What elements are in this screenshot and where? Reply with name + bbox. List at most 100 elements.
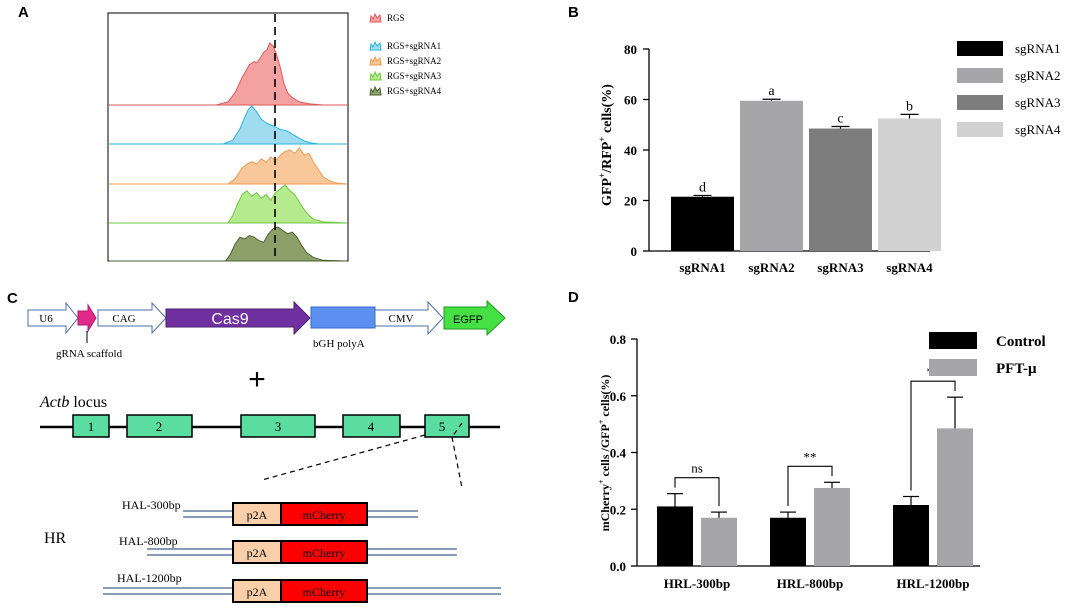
exon-box <box>126 414 193 438</box>
legend-swatch-rgs-sgrna4 <box>369 85 382 96</box>
cas9-gene-arrow <box>165 300 311 336</box>
bgh-polya-box <box>310 306 376 329</box>
hr-donors: HR HAL-300bp p2A mCherry HAL-800bp p2A m… <box>44 498 501 603</box>
chart-b-xtick-label: sgRNA3 <box>817 260 864 275</box>
histogram-rgs <box>109 42 347 106</box>
grna-scaffold-arrow <box>77 303 97 333</box>
egfp-gene-arrow <box>443 299 506 337</box>
panel-b-letter: B <box>568 4 579 21</box>
exon-box <box>424 414 470 438</box>
grna-scaffold-label: gRNA scaffold <box>56 348 123 360</box>
chart-b-ytick-label: 80 <box>624 42 637 57</box>
exon-box <box>72 414 110 438</box>
chart-b-yticks: 0 20 40 60 80 <box>624 42 637 259</box>
panel-b: B GFP+/RFP+ cells(%) 0 20 40 60 80 sgRNA… <box>568 4 1061 275</box>
chart-d-legend-swatch <box>929 359 977 376</box>
chart-d-yticks: 0.0 0.2 0.4 0.6 0.8 <box>610 332 627 574</box>
chart-d-sig-label: ns <box>691 461 703 476</box>
mcherry-label: mCherry <box>303 508 346 522</box>
donor-name: HAL-1200bp <box>117 571 182 585</box>
mcherry-label: mCherry <box>303 546 346 560</box>
exon-label: 3 <box>275 419 282 434</box>
chart-b-sig-letter: d <box>699 180 706 195</box>
panel-a: A RGS RGS+sgRNA1 RGS+sgRNA2 RGS+sgRNA3 <box>18 4 442 262</box>
bar-sgrna3 <box>809 128 872 251</box>
legend-swatch-rgs-sgrna1 <box>369 40 382 51</box>
chart-b-ylabel: GFP+/RFP+ cells(%) <box>597 84 615 206</box>
chart-b-ytick-label: 20 <box>624 194 637 209</box>
bar-control-hrl-800bp <box>770 517 806 566</box>
bar-pft-hrl-300bp <box>701 517 737 566</box>
chart-d-legend-label: PFT-μ <box>996 361 1037 377</box>
legend-swatch-rgs-sgrna2 <box>369 55 382 66</box>
hr-label: HR <box>44 530 67 547</box>
donor-name: HAL-800bp <box>119 534 178 548</box>
legend-swatch-rgs-sgrna3 <box>369 70 382 81</box>
chart-d-xtick-label: HRL-1200bp <box>897 576 970 591</box>
cag-promoter-arrow <box>97 301 167 335</box>
chart-b-sig-letter: b <box>906 99 913 114</box>
significance-bracket <box>787 465 833 507</box>
u6-promoter-arrow <box>27 301 79 335</box>
chart-b-legend-label: sgRNA3 <box>1015 95 1061 110</box>
legend-item-rgs-sgrna3: RGS+sgRNA3 <box>369 70 442 81</box>
bar-sgrna1 <box>671 196 734 251</box>
mcherry-label: mCherry <box>303 585 346 599</box>
legend-item-rgs-sgrna4: RGS+sgRNA4 <box>369 85 442 96</box>
legend-label-rgs-sgrna1: RGS+sgRNA1 <box>387 41 441 51</box>
chart-d-ytick-label: 0.6 <box>610 389 627 404</box>
panel-d: D mCherry+ cells /GFP+ cells(%) 0.0 0.2 … <box>568 289 1046 591</box>
chart-b-legend-swatch <box>957 41 1003 56</box>
chart-b-ytick-label: 60 <box>624 93 637 108</box>
bar-pft-hrl-800bp <box>814 487 850 566</box>
histogram-plot <box>109 42 348 262</box>
p2a-label: p2A <box>247 508 268 522</box>
histogram-frame <box>107 12 349 262</box>
mcherry-box <box>280 502 368 526</box>
exon-label: 5 <box>439 419 446 434</box>
plasmid-construct: U6 CAG Cas9 CMV EGFP gRNA scaffold bGH p… <box>27 299 506 360</box>
cmv-promoter-arrow <box>374 300 444 336</box>
chart-b-legend: sgRNA1 sgRNA2 sgRNA3 sgRNA4 <box>957 41 1061 137</box>
plus-sign: + <box>248 363 266 396</box>
panel-a-letter: A <box>18 4 29 21</box>
chart-d-xtick-label: HRL-300bp <box>664 576 730 591</box>
chart-d-xticks: HRL-300bp HRL-800bp HRL-1200bp <box>664 576 970 591</box>
panel-d-letter: D <box>568 289 579 306</box>
cmv-label: CMV <box>388 313 413 325</box>
cut-site-dashed-line <box>451 422 463 438</box>
histogram-rgs-sgrna3 <box>109 184 348 224</box>
exon-label: 2 <box>156 419 163 434</box>
chart-b-legend-swatch <box>957 122 1003 137</box>
legend-item-rgs-sgrna1: RGS+sgRNA1 <box>369 40 441 51</box>
significance-bracket <box>674 477 720 507</box>
legend-item-rgs: RGS <box>369 12 405 23</box>
exon-box <box>240 414 316 438</box>
mcherry-box <box>280 579 368 603</box>
exon-label: 4 <box>368 419 375 434</box>
chart-b-legend-label: sgRNA4 <box>1015 122 1061 137</box>
donor-name: HAL-300bp <box>122 498 181 512</box>
bar-control-hrl-1200bp <box>893 504 929 566</box>
panel-c: C U6 CAG Cas9 CMV EGFP gRNA scaffold bGH… <box>7 290 506 603</box>
chart-d-ytick-label: 0.8 <box>610 332 627 347</box>
chart-b-xtick-label: sgRNA2 <box>748 260 794 275</box>
histogram-rgs-sgrna4 <box>109 226 348 262</box>
egfp-label: EGFP <box>453 314 483 326</box>
chart-d-significance: ns ** ** <box>691 364 939 475</box>
chart-d-ytick-label: 0.2 <box>610 502 626 517</box>
chart-d-ytick-label: 0.0 <box>610 559 626 574</box>
exon-label: 1 <box>88 419 95 434</box>
legend-swatch-rgs <box>369 12 382 23</box>
bar-sgrna4 <box>878 118 941 251</box>
chart-b-xticks: sgRNA1 sgRNA2 sgRNA3 sgRNA4 <box>679 260 933 275</box>
bar-pft-hrl-1200bp <box>937 428 973 566</box>
legend-label-rgs-sgrna3: RGS+sgRNA3 <box>387 71 442 81</box>
bar-sgrna2 <box>740 100 803 251</box>
chart-d-sig-label: ** <box>804 449 817 464</box>
legend-label-rgs-sgrna2: RGS+sgRNA2 <box>387 56 441 66</box>
actb-locus: Actb locus 1 2 3 4 5 <box>39 394 500 489</box>
chart-d-legend-label: Control <box>996 334 1046 350</box>
histogram-rgs-sgrna1 <box>109 105 347 145</box>
p2a-label: p2A <box>247 546 268 560</box>
